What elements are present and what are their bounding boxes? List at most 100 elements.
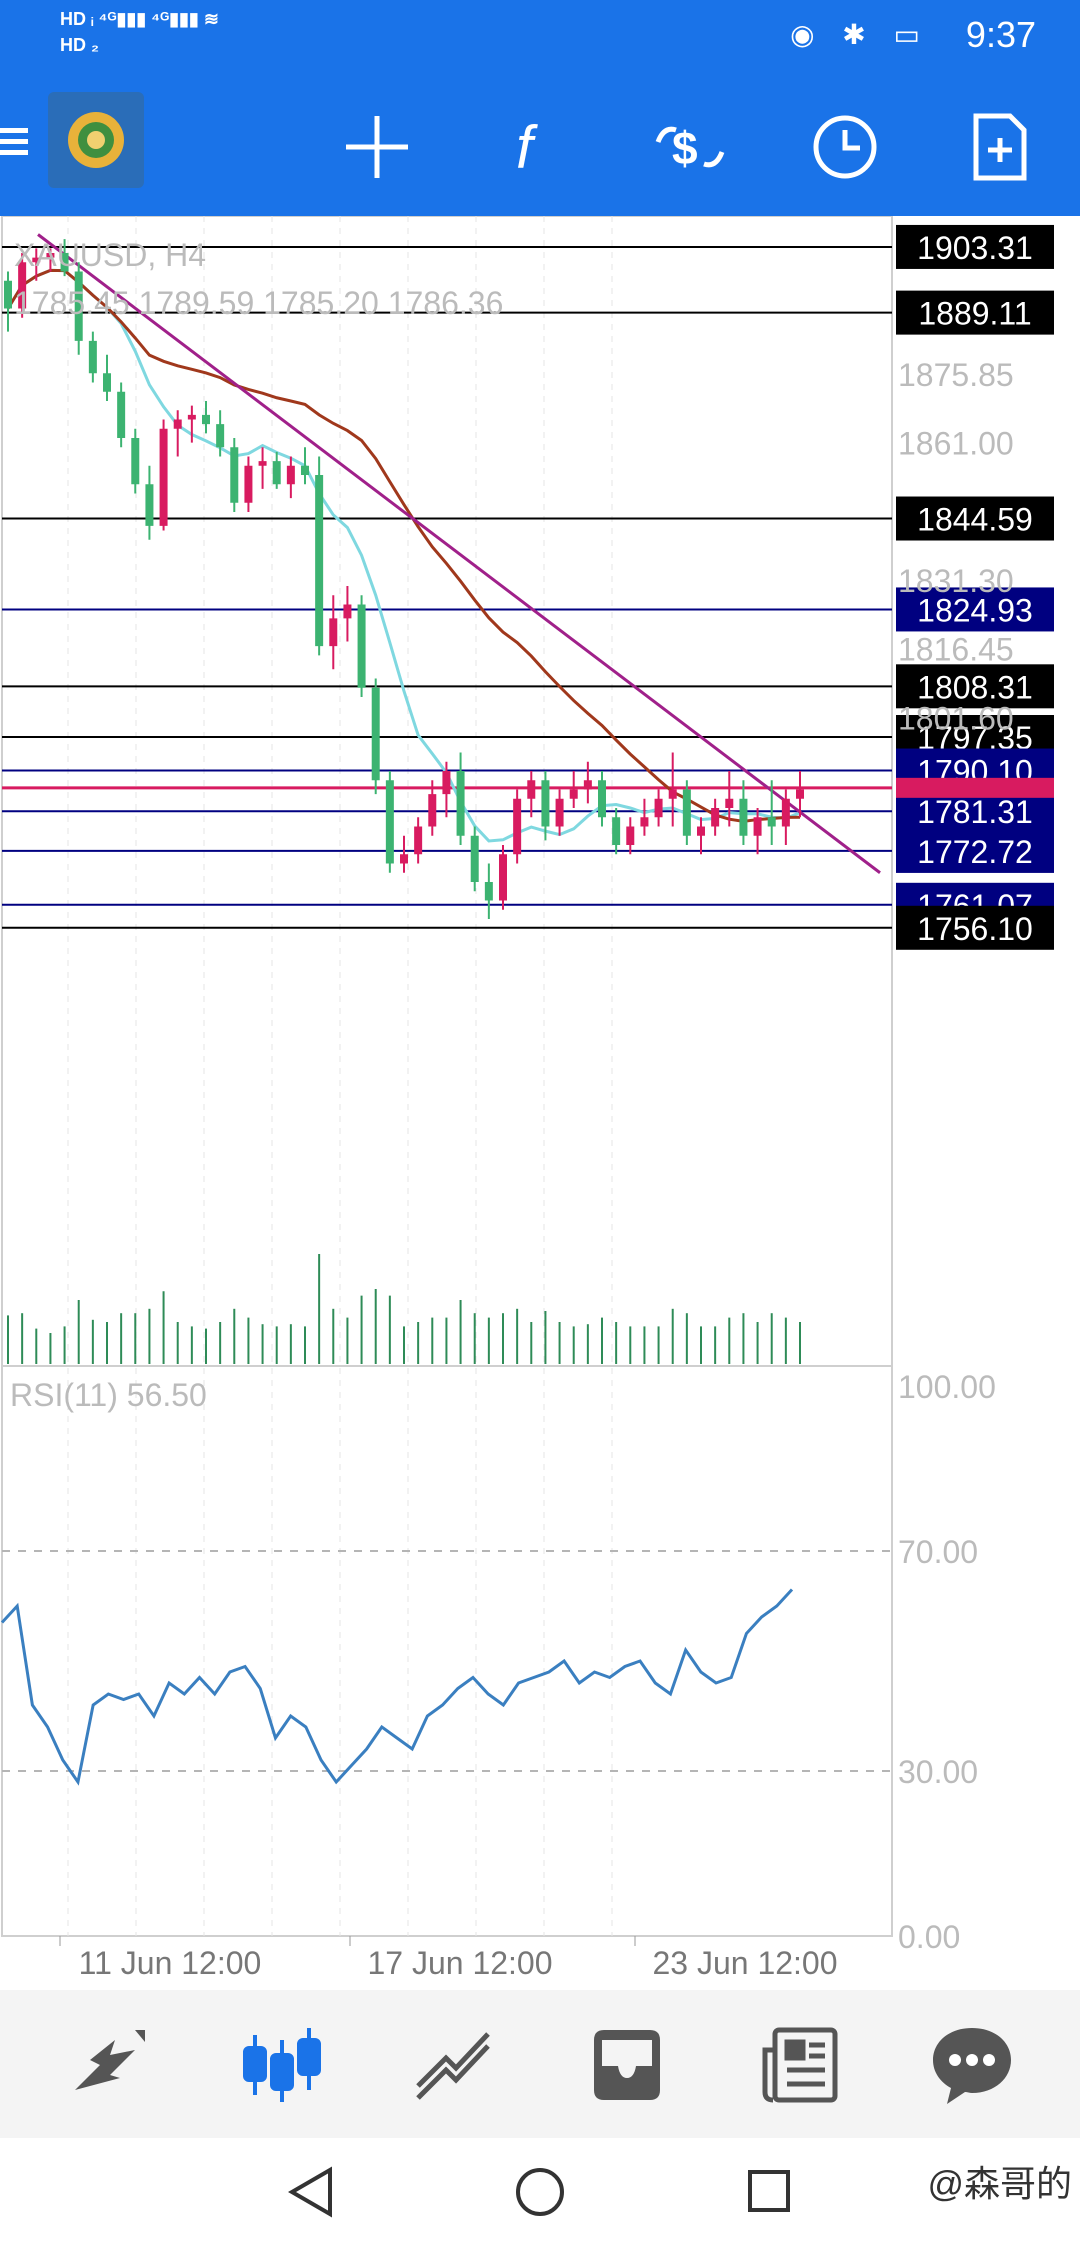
- candle-body: [32, 257, 41, 263]
- level-price-tag: [896, 828, 1054, 873]
- history-icon[interactable]: [572, 2010, 682, 2120]
- candle-body: [612, 817, 621, 845]
- price-chart[interactable]: 1903.311889.111844.591824.931808.311797.…: [0, 215, 1080, 1990]
- candle-body: [159, 428, 168, 526]
- level-price-label: 1756.10: [917, 911, 1033, 947]
- svg-text:$: $: [672, 122, 698, 174]
- candle-body: [385, 780, 394, 864]
- watermark-text: @森哥的: [927, 2163, 1072, 2204]
- bottom-tab-bar: [0, 1990, 1080, 2138]
- chart-icon[interactable]: [227, 2010, 337, 2120]
- candle-body: [499, 854, 507, 901]
- candle-body: [583, 780, 592, 790]
- new-document-icon[interactable]: [955, 102, 1045, 192]
- candle-body: [301, 465, 309, 475]
- level-price-label: 1844.59: [917, 502, 1033, 538]
- candle-body: [654, 798, 663, 818]
- candle-body: [216, 424, 225, 448]
- app-logo[interactable]: [48, 92, 144, 188]
- candle-body: [442, 771, 451, 795]
- candle-body: [626, 826, 635, 845]
- price-tick-label: 1831.30: [898, 563, 1014, 599]
- candle-body: [697, 826, 705, 836]
- candle-body: [569, 789, 578, 799]
- candle-body: [103, 373, 111, 392]
- candle-body: [46, 253, 55, 258]
- messages-icon[interactable]: [917, 2010, 1027, 2120]
- candle-body: [414, 826, 423, 855]
- news-icon[interactable]: [745, 2010, 855, 2120]
- candle-body: [286, 465, 295, 485]
- network-indicators: HD ᵢ ⁴ᴳ▮▮▮ ⁴ᴳ▮▮▮ ≋ HD ₂: [60, 9, 219, 55]
- candle-body: [187, 414, 196, 420]
- price-tick-label: 1801.60: [898, 700, 1014, 736]
- candle-body: [357, 604, 366, 688]
- candle-body: [668, 789, 677, 799]
- rsi-tick-label: 30.00: [898, 1754, 978, 1790]
- menu-icon[interactable]: [0, 122, 34, 172]
- level-price-tag: [896, 587, 1054, 632]
- trade-tab-icon[interactable]: [400, 2010, 510, 2120]
- candle-body: [428, 794, 437, 827]
- candle-body: [541, 780, 550, 827]
- level-price-tag: [896, 905, 1054, 950]
- level-price-label: 1903.31: [917, 230, 1033, 266]
- candle-body: [329, 618, 338, 647]
- top-toolbar: f $: [0, 72, 1080, 216]
- level-price-tag: [896, 224, 1054, 269]
- function-icon[interactable]: f: [488, 102, 578, 192]
- candle-body: [371, 687, 380, 781]
- candle-body: [74, 271, 83, 341]
- candle-body: [343, 604, 352, 619]
- rsi-tick-label: 70.00: [898, 1534, 978, 1570]
- candle-body: [18, 262, 27, 309]
- candle-body: [60, 253, 69, 272]
- candle-body: [781, 798, 790, 827]
- candle-body: [173, 419, 182, 429]
- candle-body: [513, 798, 522, 855]
- candle-body: [527, 780, 536, 799]
- system-nav-bar: [0, 2138, 1080, 2244]
- level-price-label: 1889.11: [918, 296, 1031, 332]
- clock-icon[interactable]: [800, 102, 890, 192]
- candle-body: [725, 798, 734, 808]
- crosshair-icon[interactable]: [332, 102, 422, 192]
- date-axis-label: 17 Jun 12:00: [367, 1945, 552, 1981]
- date-axis-label: 23 Jun 12:00: [652, 1945, 837, 1981]
- candle-body: [131, 438, 140, 485]
- candle-body: [4, 280, 12, 309]
- level-price-tag: [896, 664, 1054, 709]
- candle-body: [598, 780, 606, 818]
- candle-body: [682, 789, 691, 836]
- back-icon[interactable]: [288, 2166, 332, 2218]
- date-axis-label: 11 Jun 12:00: [79, 1945, 262, 1981]
- fast-moving-average-line: [6, 268, 801, 843]
- candle-body: [88, 340, 97, 374]
- candle-body: [244, 465, 253, 503]
- candle-body: [145, 484, 154, 526]
- home-icon[interactable]: [516, 2168, 564, 2216]
- level-price-tag: [896, 496, 1054, 541]
- recents-icon[interactable]: [748, 2170, 790, 2212]
- quotes-icon[interactable]: [55, 2010, 165, 2120]
- rsi-label: RSI(11) 56.50: [10, 1377, 207, 1413]
- candle-body: [272, 461, 281, 485]
- candle-body: [470, 835, 479, 882]
- level-price-label: 1781.31: [917, 794, 1033, 830]
- price-tick-label: 1816.45: [898, 632, 1014, 668]
- slow-moving-average-line: [6, 268, 801, 823]
- level-price-label: 1772.72: [917, 834, 1033, 870]
- candle-body: [230, 447, 239, 503]
- candle-body: [202, 414, 210, 425]
- trade-icon[interactable]: $: [645, 102, 735, 192]
- clock-time: 9:37: [965, 14, 1036, 55]
- candle-body: [739, 798, 748, 836]
- status-icons: ◉ ✱ ▭: [790, 19, 930, 50]
- candle-body: [711, 808, 720, 827]
- chart-area[interactable]: 1903.31 1889.11 1844.59 1824.93 1808.31 1797.…: [0, 215, 1080, 1990]
- price-tick-label: 1875.85: [898, 357, 1014, 393]
- candle-body: [117, 391, 126, 438]
- price-tick-label: 1861.00: [898, 426, 1014, 462]
- symbol-label: XAUUSD, H4: [14, 237, 206, 273]
- level-price-tag: [896, 290, 1054, 335]
